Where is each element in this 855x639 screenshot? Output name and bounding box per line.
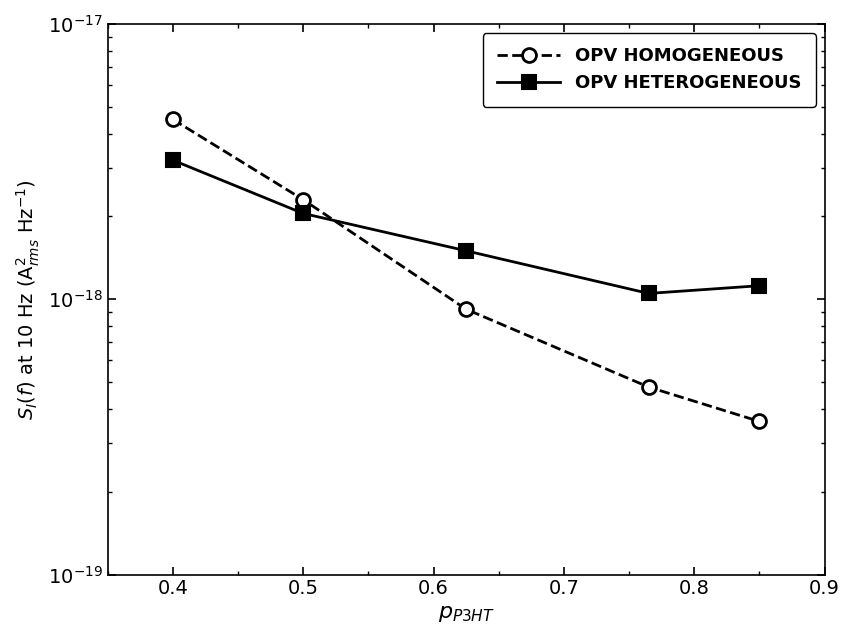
OPV HOMOGENEOUS (644, 383, 654, 391)
Legend: OPV HOMOGENEOUS, OPV HETEROGENEOUS: OPV HOMOGENEOUS, OPV HETEROGENEOUS (482, 33, 816, 107)
OPV HOMOGENEOUS (461, 305, 471, 313)
Y-axis label: $S_I(f)$ at 10 Hz (A$_{rms}^{2}$ Hz$^{-1}$): $S_I(f)$ at 10 Hz (A$_{rms}^{2}$ Hz$^{-1… (15, 179, 43, 420)
X-axis label: $p_{P3HT}$: $p_{P3HT}$ (438, 604, 495, 624)
OPV HETEROGENEOUS (168, 157, 178, 164)
OPV HOMOGENEOUS (168, 116, 178, 123)
OPV HETEROGENEOUS (754, 282, 764, 289)
Line: OPV HOMOGENEOUS: OPV HOMOGENEOUS (166, 112, 766, 428)
OPV HETEROGENEOUS (461, 247, 471, 254)
OPV HETEROGENEOUS (644, 289, 654, 297)
OPV HETEROGENEOUS (298, 210, 309, 217)
OPV HOMOGENEOUS (754, 418, 764, 426)
OPV HOMOGENEOUS (298, 196, 309, 203)
Line: OPV HETEROGENEOUS: OPV HETEROGENEOUS (166, 153, 766, 300)
